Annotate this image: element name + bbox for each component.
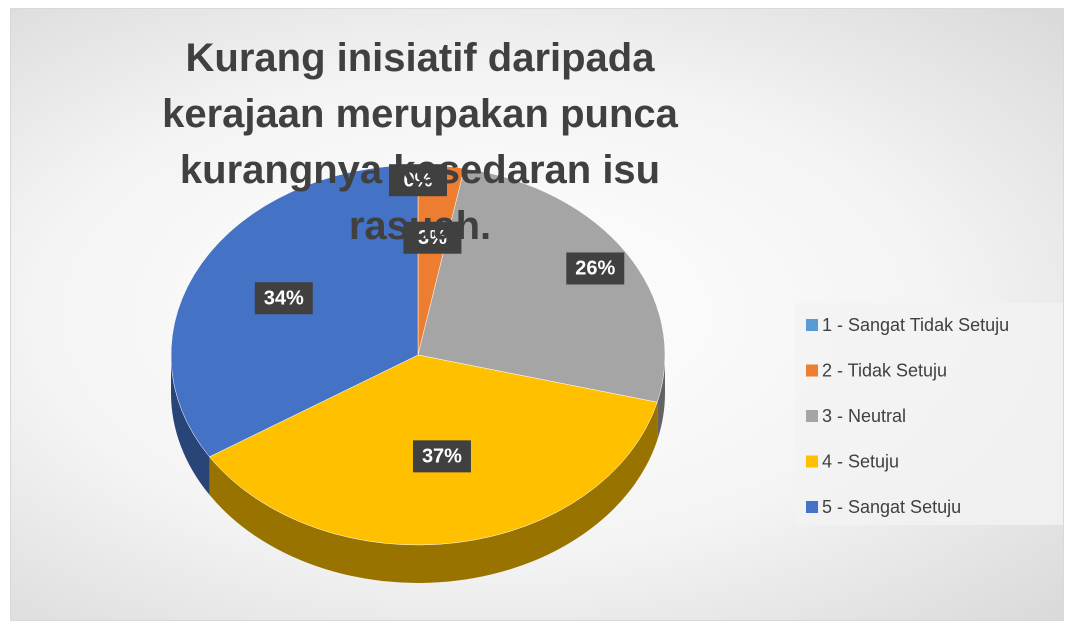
legend-label: 5 - Sangat Setuju	[822, 497, 961, 517]
slice	[417, 168, 666, 403]
data-label: 26%	[575, 258, 615, 280]
slice-side	[657, 355, 665, 441]
legend-box	[795, 303, 1063, 525]
data-label: 37%	[422, 446, 462, 468]
data-label-box	[403, 221, 462, 254]
legend-swatch	[806, 501, 818, 513]
slice-side	[171, 355, 210, 495]
data-label-box	[254, 282, 313, 315]
data-label: 34%	[264, 288, 304, 310]
data-label-box	[566, 252, 625, 285]
legend-label: 2 - Tidak Setuju	[822, 360, 947, 380]
chart-title: Kurang inisiatif daripada kerajaan merup…	[162, 36, 678, 248]
legend-swatch	[806, 410, 818, 422]
slice-side	[209, 402, 658, 584]
data-label: 0%	[404, 169, 433, 191]
legend-swatch	[806, 455, 818, 468]
legend-label: 4 - Setuju	[822, 451, 899, 471]
legend-label: 1 - Sangat Tidak Setuju	[822, 315, 1009, 335]
legend-swatch	[806, 364, 818, 377]
data-label: 3%	[418, 227, 447, 249]
legend-label: 3 - Neutral	[822, 406, 906, 426]
data-label-box	[389, 164, 447, 197]
legend-swatch	[806, 319, 818, 331]
data-label-box	[412, 440, 471, 473]
